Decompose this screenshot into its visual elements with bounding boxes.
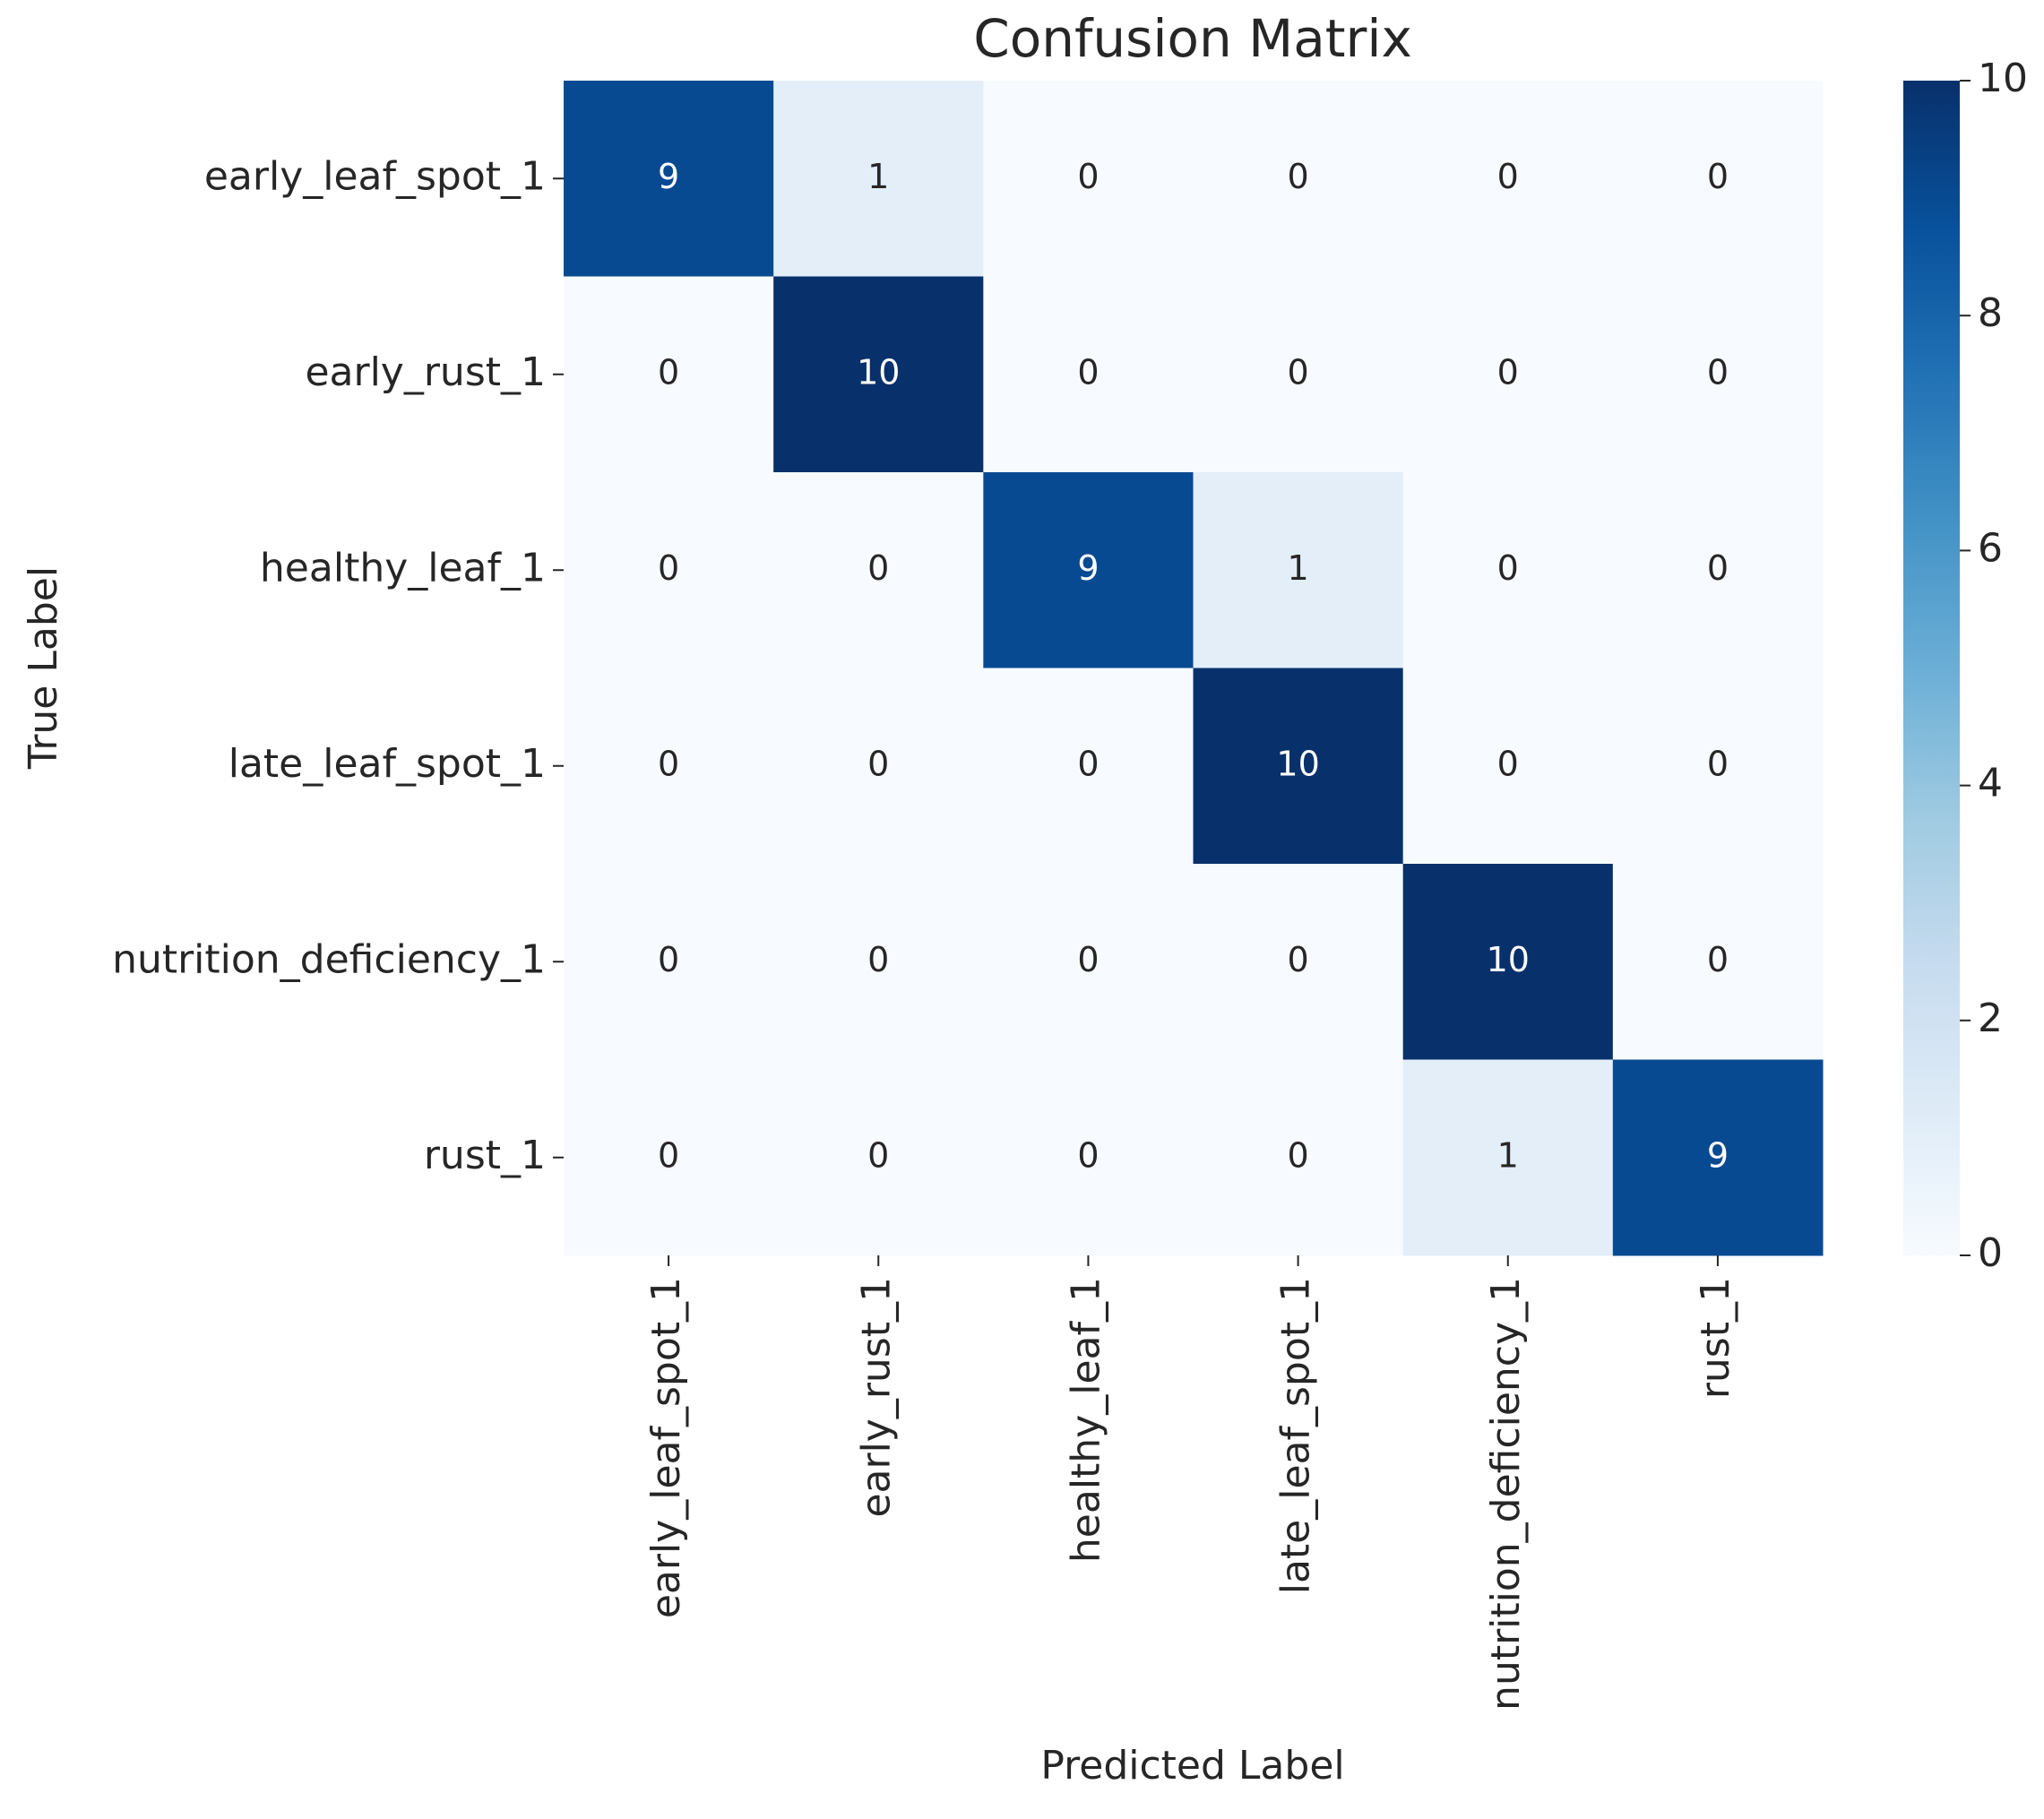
heatmap-cell (1402, 472, 1614, 668)
cell-label: 0 (867, 744, 889, 783)
cell-label: 0 (1287, 940, 1308, 979)
heatmap-cell (773, 1059, 984, 1256)
heatmap-cell (1612, 472, 1824, 668)
heatmap-cell (564, 668, 774, 865)
heatmap-cell (1612, 1059, 1824, 1256)
heatmap-cell (1612, 864, 1824, 1060)
heatmap-cell (564, 1059, 774, 1256)
cell-label: 10 (1276, 744, 1319, 783)
heatmap-cell (1193, 276, 1404, 473)
cell-label: 1 (867, 157, 889, 196)
heatmap-cell (983, 81, 1194, 277)
colorbar-tick-label: 0 (1978, 1230, 2003, 1276)
cell-label: 9 (658, 157, 679, 196)
heatmap-cell (773, 472, 984, 668)
cell-label: 10 (1487, 940, 1530, 979)
cell-label: 0 (1497, 352, 1519, 392)
colorbar-tick-label: 6 (1978, 525, 2003, 571)
heatmap-cell (1402, 864, 1614, 1060)
heatmap-cell (983, 472, 1194, 668)
cell-label: 0 (1077, 940, 1099, 979)
cell-label: 0 (658, 352, 679, 392)
cell-label: 0 (658, 744, 679, 783)
y-axis-label: True Label (21, 566, 66, 770)
heatmap-cell (983, 276, 1194, 473)
cell-label: 10 (857, 352, 900, 392)
x-axis-label: Predicted Label (1040, 1743, 1344, 1789)
heatmap-cell (773, 668, 984, 865)
y-tick-label: nutrition_deficiency_1 (112, 936, 546, 982)
cell-label: 0 (1077, 157, 1099, 196)
cell-label: 0 (1077, 744, 1099, 783)
heatmap-cell (1402, 276, 1614, 473)
heatmap-cell (773, 864, 984, 1060)
colorbar-tick-label: 8 (1978, 290, 2003, 336)
cell-label: 0 (1077, 352, 1099, 392)
colorbar-tick-label: 4 (1978, 761, 2003, 806)
y-tick-label: rust_1 (424, 1133, 546, 1178)
cell-label: 0 (1497, 744, 1519, 783)
colorbar (1903, 81, 1960, 1255)
cell-label: 0 (1497, 548, 1519, 588)
heatmap-cell (983, 1059, 1194, 1256)
y-tick-label: early_rust_1 (305, 349, 546, 395)
heatmap-cell (1193, 472, 1404, 668)
colorbar-tick-label: 2 (1978, 996, 2003, 1041)
heatmap-cell (1193, 668, 1404, 865)
y-tick-label: late_leaf_spot_1 (229, 741, 546, 787)
cell-label: 0 (658, 548, 679, 588)
chart-title: Confusion Matrix (973, 8, 1412, 69)
heatmap-cell (1612, 276, 1824, 473)
cell-label: 0 (1707, 157, 1729, 196)
heatmap-cell (1612, 81, 1824, 277)
heatmap-cell (564, 864, 774, 1060)
cell-label: 0 (1287, 1135, 1308, 1175)
y-tick-label: healthy_leaf_1 (260, 545, 546, 591)
colorbar-tick-label: 10 (1978, 56, 2028, 101)
cell-label: 0 (1707, 548, 1729, 588)
x-tick-label: early_rust_1 (853, 1277, 899, 1518)
cell-label: 0 (658, 1135, 679, 1175)
heatmap-cell (983, 668, 1194, 865)
cell-label: 9 (1707, 1135, 1729, 1175)
cell-label: 0 (1497, 157, 1519, 196)
heatmap-cell (1402, 81, 1614, 277)
cell-label: 1 (1287, 548, 1308, 588)
heatmap-cell (773, 81, 984, 277)
heatmap-cell (564, 472, 774, 668)
x-tick-label: healthy_leaf_1 (1063, 1277, 1108, 1563)
cell-label: 9 (1077, 548, 1099, 588)
heatmap-cell (564, 81, 774, 277)
x-tick-label: early_leaf_spot_1 (643, 1277, 689, 1618)
cell-label: 0 (867, 548, 889, 588)
cell-label: 0 (1707, 940, 1729, 979)
cell-label: 1 (1497, 1135, 1519, 1175)
heatmap-cell (1402, 1059, 1614, 1256)
heatmap-cell (1612, 668, 1824, 865)
x-tick-label: rust_1 (1693, 1277, 1738, 1399)
heatmap-cell (1193, 81, 1404, 277)
cell-label: 0 (867, 1135, 889, 1175)
x-tick-label: nutrition_deficiency_1 (1483, 1277, 1529, 1711)
heatmap-cell (983, 864, 1194, 1060)
cell-label: 0 (1707, 352, 1729, 392)
cell-label: 0 (1287, 352, 1308, 392)
cell-label: 0 (1287, 157, 1308, 196)
cell-label: 0 (867, 940, 889, 979)
x-tick-label: late_leaf_spot_1 (1273, 1277, 1319, 1594)
y-tick-label: early_leaf_spot_1 (204, 153, 546, 199)
cell-label: 0 (1707, 744, 1729, 783)
heatmap-cell (1193, 1059, 1404, 1256)
heatmap-cell (564, 276, 774, 473)
cell-label: 0 (1077, 1135, 1099, 1175)
cell-label: 0 (658, 940, 679, 979)
heatmap-cell (773, 276, 984, 473)
heatmap-cell (1193, 864, 1404, 1060)
heatmap-cell (1402, 668, 1614, 865)
